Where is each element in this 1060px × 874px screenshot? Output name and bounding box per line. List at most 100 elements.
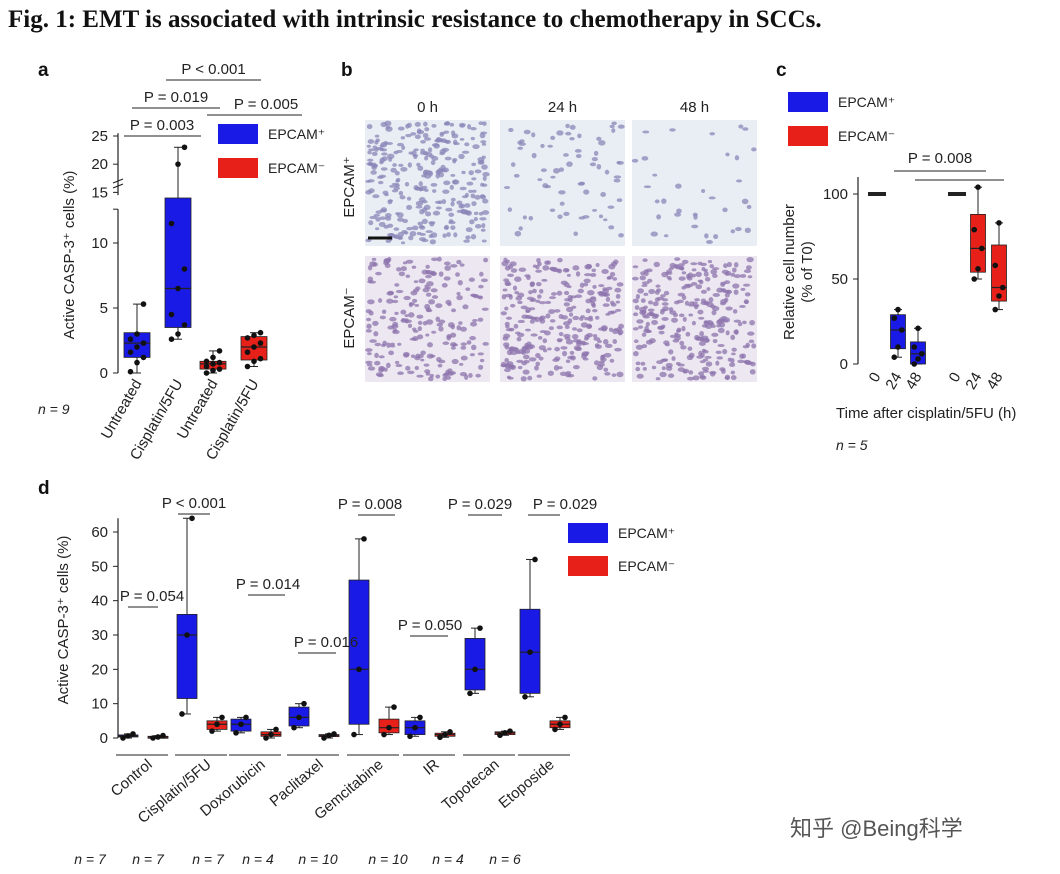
panel-b-cell [473, 217, 478, 222]
panel-b-cell [585, 308, 591, 314]
panel-b-cell [367, 276, 374, 282]
panel-b-cell [565, 131, 572, 136]
panel-b-cell [547, 347, 552, 351]
panel-b-cell [446, 335, 451, 341]
panel-c-box-5-box [991, 244, 1007, 302]
panel-b-cell [724, 376, 730, 380]
panel-b-cell [393, 227, 400, 231]
panel-b-cell [651, 365, 657, 370]
panel-b-cell [611, 373, 617, 377]
panel-b-cell [422, 287, 430, 293]
panel-b-cell [704, 233, 709, 239]
panel-b-cell [481, 210, 490, 215]
panel-b-cell [724, 297, 729, 303]
panel-b-cell [733, 274, 742, 279]
panel-b-cell [423, 169, 430, 175]
panel-b-cell [587, 317, 594, 322]
panel-a-box-0-point [134, 344, 140, 350]
panel-c-box-5-point [996, 220, 1002, 226]
panel-b-cell [522, 354, 530, 360]
panel-b-cell [565, 370, 572, 375]
panel-b-cell [615, 308, 622, 312]
panel-b-cell [414, 303, 420, 307]
panel-b-cell [375, 217, 381, 222]
panel-b-cell [690, 281, 698, 286]
panel-b-cell [448, 219, 454, 223]
panel-b-cell [556, 130, 564, 136]
panel-b-cell [653, 261, 660, 268]
panel-b-cell [375, 271, 382, 276]
panel-b-cell [456, 259, 462, 265]
panel-b-cell [431, 189, 437, 194]
panel-b-cell [461, 170, 466, 175]
panel-a-box-0-point [140, 354, 147, 361]
panel-b-cell [396, 267, 402, 272]
panel-b-cell [538, 345, 546, 351]
panel-d-ytick-label: 60 [91, 524, 108, 541]
panel-c-box-4-point [978, 245, 985, 252]
panel-b-cell [481, 155, 486, 159]
panel-b-cell [500, 361, 507, 368]
panel-b-cell [443, 180, 451, 186]
panel-b-cell [717, 327, 725, 334]
panel-a-box-1-point [181, 144, 188, 151]
panel-b-cell [664, 343, 670, 347]
panel-b-cell [444, 265, 451, 271]
panel-b-cell [605, 343, 613, 348]
panel-b-cell [441, 282, 448, 288]
panel-b-cell [427, 342, 433, 348]
panel-b-cell [416, 314, 424, 319]
panel-a-box-3-point [251, 358, 257, 365]
panel-b-cell [437, 256, 442, 262]
panel-a-ytick-label: 20 [91, 156, 108, 173]
panel-b-cell [479, 358, 485, 363]
panel-b-cell [472, 144, 480, 150]
panel-b-cell [444, 121, 451, 126]
panel-b-cell [547, 370, 554, 376]
panel-b-cell [695, 284, 703, 290]
panel-b-cell [564, 325, 570, 330]
panel-b-cell [659, 371, 667, 378]
panel-b-cell [545, 300, 552, 305]
panel-b-cell [414, 365, 420, 371]
panel-a-box-0-point [134, 331, 140, 337]
panel-b-cell [526, 275, 531, 281]
panel-d-box-pos-2-point [233, 730, 239, 736]
panel-b-cell [694, 298, 700, 302]
panel-b-cell [444, 261, 451, 266]
panel-b-cell [641, 284, 648, 287]
panel-b-cell [673, 300, 680, 305]
panel-c-box-1-point [898, 327, 905, 333]
panel-b-cell [742, 320, 747, 325]
panel-b-cell [746, 204, 752, 210]
panel-b-cell [514, 230, 522, 237]
panel-d-box-neg-6-point [497, 732, 503, 739]
panel-b-cell [459, 263, 465, 267]
panel-b-cell [435, 374, 441, 379]
panel-b-cell [469, 219, 475, 225]
panel-b-cell [681, 325, 686, 332]
panel-b-cell [431, 295, 439, 299]
panel-b-cell [437, 200, 443, 205]
panel-a-ytick-label: 10 [91, 235, 108, 252]
panel-b-cell [395, 364, 403, 368]
panel-b-cell [695, 271, 702, 278]
panel-b-cell [730, 272, 736, 277]
panel-b-cell [477, 317, 484, 322]
panel-b-cell [420, 148, 426, 153]
panel-b-cell [383, 224, 390, 229]
panel-a-box-3-point [251, 344, 257, 350]
panel-b-cell [603, 367, 609, 372]
panel-b-cell [438, 359, 446, 364]
panel-b-cell [698, 371, 705, 376]
panel-b-cell [519, 139, 525, 143]
panel-b-cell [679, 340, 685, 346]
panel-d-box-neg-6-point [502, 730, 508, 736]
panel-b-cell [563, 153, 569, 157]
panel-b-cell [598, 284, 605, 288]
panel-b-cell [481, 164, 488, 170]
panel-b-cell [700, 289, 708, 294]
panel-b-cell [540, 168, 547, 173]
panel-b-cell [466, 340, 472, 345]
panel-b-cell [446, 232, 451, 237]
